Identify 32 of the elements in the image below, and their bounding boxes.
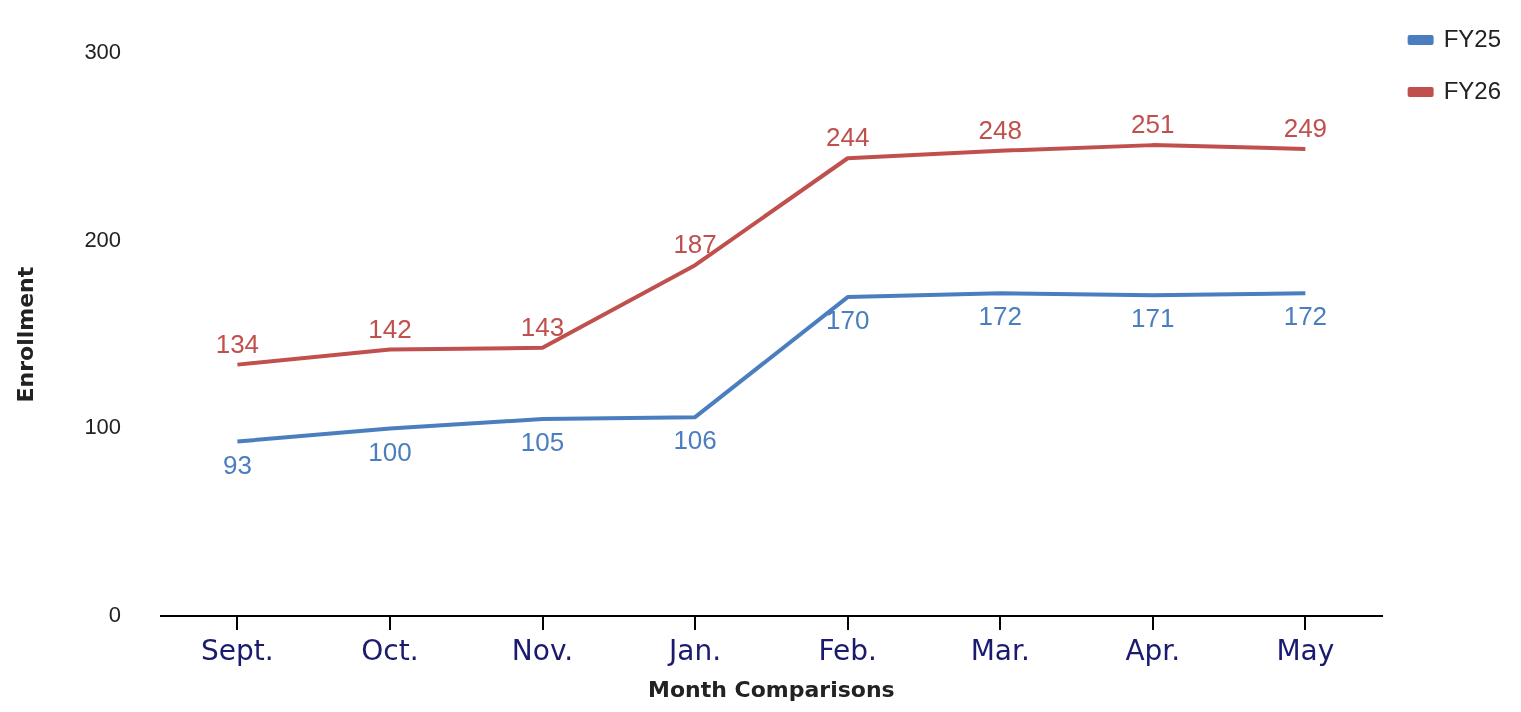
x-tick-label: Mar. (970, 634, 1030, 668)
x-tick-label: May (1276, 634, 1335, 668)
x-tick-label: Sept. (201, 634, 274, 668)
x-tick-label: Apr. (1125, 634, 1181, 668)
data-label: 170 (825, 305, 870, 336)
data-label: 187 (673, 229, 717, 260)
x-axis-title: Month Comparisons (648, 676, 895, 702)
data-label: 249 (1283, 113, 1328, 144)
data-label: 172 (1283, 301, 1328, 332)
data-label: 143 (520, 311, 565, 342)
data-label: 100 (368, 436, 412, 467)
y-tick-label: 300 (84, 39, 122, 65)
y-axis-title: Enrollment (12, 266, 38, 403)
data-label: 142 (368, 313, 412, 344)
y-tick-label: 0 (108, 602, 122, 628)
y-tick-label: 200 (84, 226, 122, 252)
x-tick-label: Feb. (818, 634, 877, 668)
data-label: 172 (978, 301, 1022, 332)
x-tick-label: Nov. (511, 634, 574, 668)
y-tick-label: 100 (84, 414, 122, 440)
data-label: 244 (825, 122, 870, 153)
data-label: 171 (1131, 303, 1175, 334)
data-label: 106 (673, 425, 717, 456)
x-tick-label: Jan. (667, 634, 722, 668)
data-label: 105 (520, 427, 565, 458)
data-label: 251 (1131, 109, 1175, 140)
legend-label: FY26 (1443, 76, 1502, 104)
data-label: 248 (978, 114, 1022, 145)
x-tick-label: Oct. (361, 634, 419, 668)
data-label: 134 (215, 328, 260, 359)
data-label: 93 (222, 449, 252, 480)
legend-label: FY25 (1443, 24, 1502, 52)
